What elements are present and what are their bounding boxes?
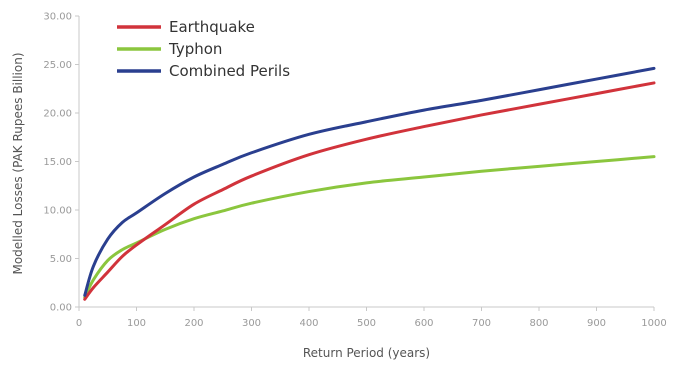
x-tick-label: 700 — [472, 318, 491, 329]
x-tick-label: 800 — [529, 318, 548, 329]
legend-label-combined-perils: Combined Perils — [169, 62, 290, 80]
x-tick-label: 300 — [242, 318, 261, 329]
series-line-typhon — [83, 155, 656, 299]
x-tick-label: 500 — [357, 318, 376, 329]
y-tick-label: 15.00 — [43, 157, 72, 168]
x-tick-label: 200 — [184, 318, 203, 329]
y-tick-label: 0.00 — [50, 303, 72, 314]
y-tick-label: 25.00 — [43, 60, 72, 71]
series-line-earthquake — [83, 81, 656, 301]
x-tick-label: 400 — [299, 318, 318, 329]
x-tick-label: 0 — [76, 318, 82, 329]
legend: Earthquake Typhon Combined Perils — [117, 18, 290, 80]
x-tick-label: 1000 — [641, 318, 666, 329]
series-line-combined-perils — [83, 66, 656, 297]
x-tick-label: 100 — [127, 318, 146, 329]
x-axis-title: Return Period (years) — [303, 346, 430, 360]
legend-label-typhon: Typhon — [168, 40, 222, 58]
x-tick-label: 900 — [587, 318, 606, 329]
y-axis-title: Modelled Losses (PAK Rupees Billion) — [11, 52, 25, 274]
y-tick-label: 10.00 — [43, 206, 72, 217]
y-tick-label: 20.00 — [43, 109, 72, 120]
legend-label-earthquake: Earthquake — [169, 18, 255, 36]
y-tick-label: 30.00 — [43, 12, 72, 23]
y-tick-label: 5.00 — [50, 254, 72, 265]
axes: 0.00 5.00 10.00 15.00 20.00 25.00 30.00 0 100 200… — [43, 12, 666, 330]
series-lines — [83, 66, 656, 301]
x-tick-label: 600 — [414, 318, 433, 329]
